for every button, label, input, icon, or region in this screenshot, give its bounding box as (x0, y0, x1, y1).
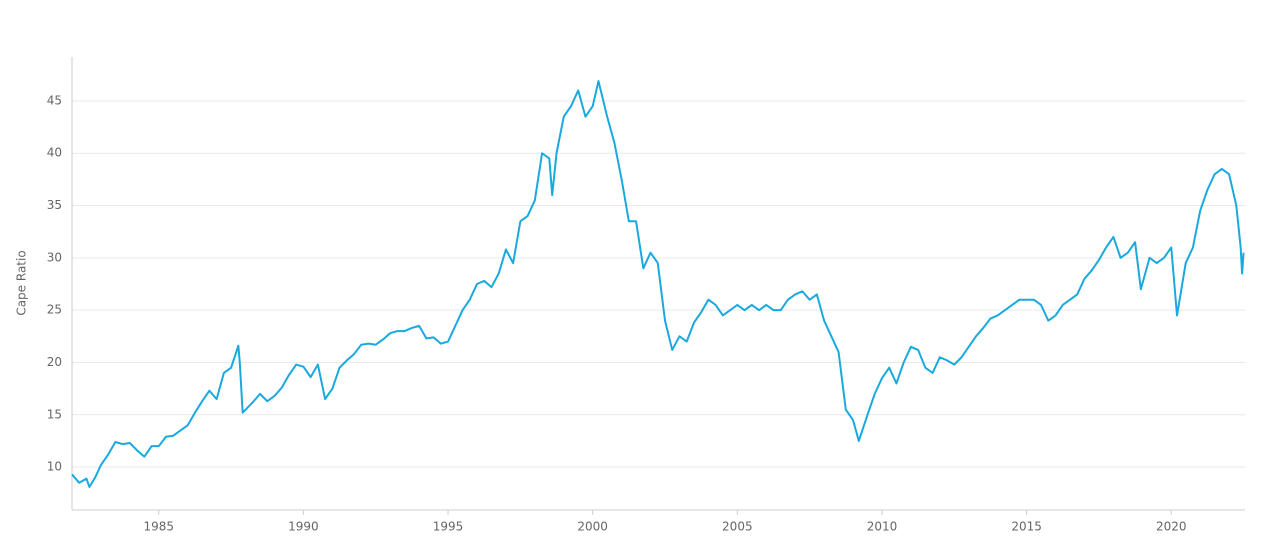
y-tick-label: 15 (47, 407, 62, 421)
y-axis-label: Cape Ratio (15, 250, 29, 315)
y-tick-label: 40 (47, 146, 62, 160)
x-tick-label: 2010 (867, 520, 898, 534)
y-tick-label: 25 (47, 303, 62, 317)
x-tick-label: 1990 (288, 520, 319, 534)
x-tick-label: 2005 (722, 520, 753, 534)
x-tick-label: 1995 (433, 520, 464, 534)
y-tick-label: 35 (47, 198, 62, 212)
x-tick-label: 2000 (577, 520, 608, 534)
y-tick-label: 30 (47, 250, 62, 264)
x-tick-label: 1985 (144, 520, 175, 534)
y-tick-label: 45 (47, 93, 62, 107)
y-tick-label: 10 (47, 460, 62, 474)
data-line (71, 80, 1245, 488)
y-tick-label: 20 (47, 355, 62, 369)
x-tick-label: 2020 (1156, 520, 1187, 534)
x-tick-label: 2015 (1011, 520, 1042, 534)
